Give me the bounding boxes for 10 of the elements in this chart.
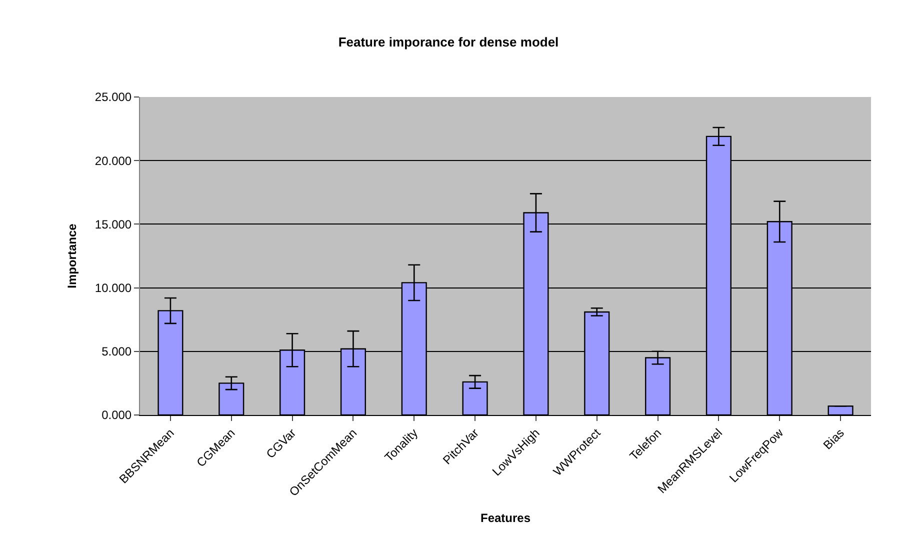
x-tick-label: Bias [820,426,847,452]
y-tick-label: 5.000 [102,344,132,359]
y-tick-label: 10.000 [94,281,132,295]
y-tick-label: 0.000 [102,408,132,422]
y-tick-label: 25.000 [94,90,132,104]
y-tick-label: 15.000 [94,217,132,232]
x-axis-title: Features [480,510,531,525]
chart-title: Feature imporance for dense model [338,34,559,50]
y-tick-label: 20.000 [94,154,132,168]
y-axis-title: Importance [65,223,80,288]
